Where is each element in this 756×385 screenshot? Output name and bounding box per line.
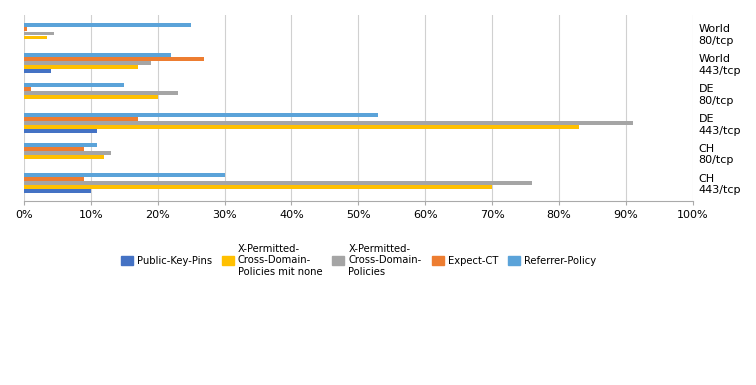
Bar — [23, 125, 579, 129]
Bar — [23, 117, 138, 121]
Bar — [23, 53, 171, 57]
Bar — [23, 61, 151, 65]
Bar — [23, 185, 492, 189]
Bar — [23, 113, 379, 117]
Bar — [23, 65, 138, 69]
Bar — [23, 27, 27, 31]
Legend: Public-Key-Pins, X-Permitted-
Cross-Domain-
Policies mit none, X-Permitted-
Cros: Public-Key-Pins, X-Permitted- Cross-Doma… — [116, 239, 600, 281]
Bar — [23, 57, 204, 61]
Bar — [23, 181, 532, 185]
Bar — [23, 121, 633, 125]
Bar — [23, 147, 84, 151]
Bar — [23, 95, 158, 99]
Bar — [23, 129, 98, 133]
Bar — [23, 23, 191, 27]
Bar — [23, 177, 84, 181]
Bar — [23, 143, 98, 147]
Bar — [23, 69, 51, 73]
Bar — [23, 87, 30, 91]
Bar — [23, 83, 124, 87]
Bar — [23, 91, 178, 95]
Bar — [23, 173, 225, 177]
Bar — [23, 35, 47, 39]
Bar — [23, 151, 111, 155]
Bar — [23, 155, 104, 159]
Bar — [23, 32, 54, 35]
Bar — [23, 189, 91, 192]
